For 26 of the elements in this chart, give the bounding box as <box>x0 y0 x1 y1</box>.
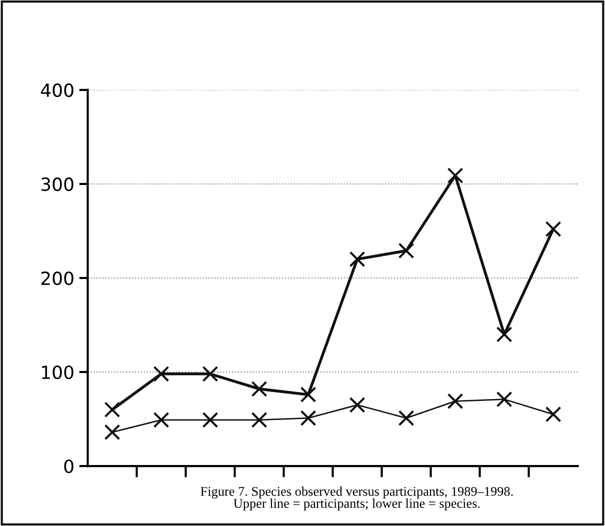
point <box>104 402 120 418</box>
point <box>153 366 170 382</box>
point <box>300 410 316 426</box>
point <box>153 412 170 428</box>
point <box>251 380 268 397</box>
caption: Figure 7. Species observed versus participants, 1989–1998. Upper line = participants; lower line = species. <box>200 486 513 511</box>
point <box>447 168 464 184</box>
point <box>251 412 268 428</box>
point <box>349 251 366 268</box>
point <box>398 410 414 426</box>
point <box>202 366 218 382</box>
point <box>496 326 512 342</box>
point <box>202 412 218 428</box>
point <box>545 406 562 422</box>
point <box>104 424 120 440</box>
point <box>545 221 562 238</box>
point <box>447 393 464 410</box>
point <box>349 396 366 413</box>
y-tick-label: 400 <box>40 83 74 98</box>
point <box>496 391 512 408</box>
y-tick-label: 300 <box>41 177 74 192</box>
point <box>398 242 414 259</box>
point <box>300 386 316 403</box>
y-tick-label: 200 <box>41 271 74 286</box>
y-tick-label: 100 <box>42 365 74 380</box>
y-tick-label: 0 <box>64 459 74 474</box>
